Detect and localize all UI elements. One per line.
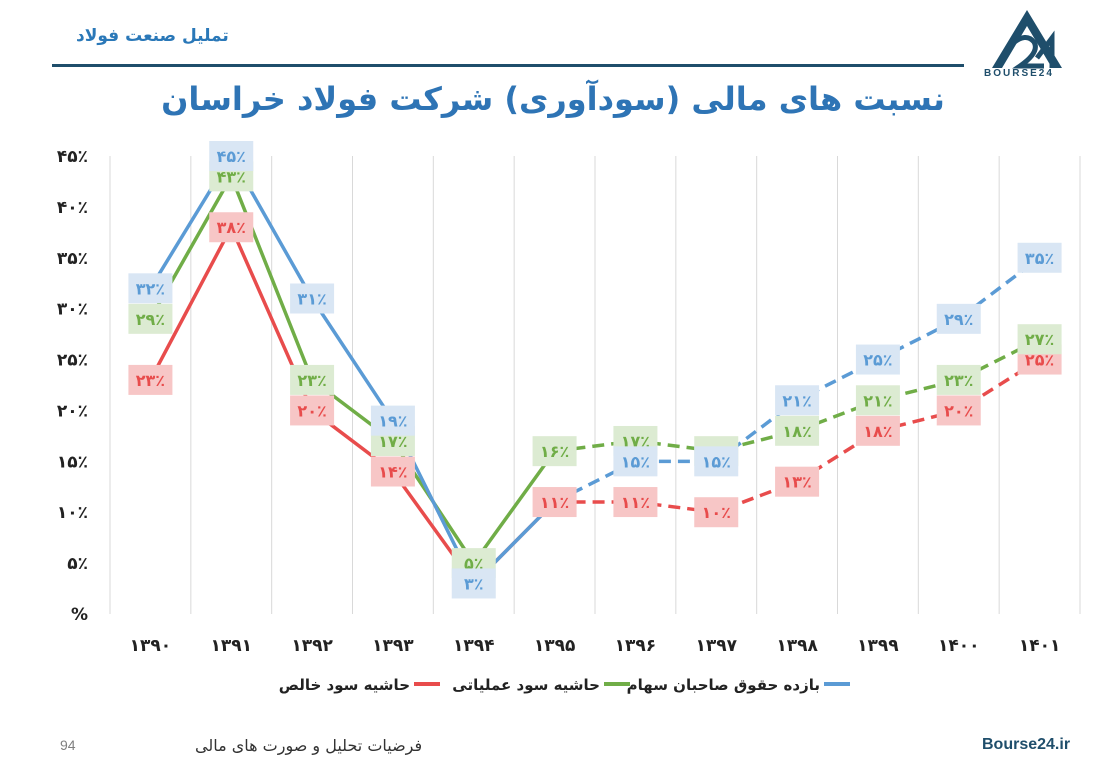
y-tick-label: ۴۰٪ xyxy=(57,198,88,218)
data-label: ۲۱٪ xyxy=(782,391,811,410)
x-tick-label: ۱۳۹۹ xyxy=(857,636,899,656)
data-label-bg xyxy=(128,364,173,395)
data-label: ۱۹٪ xyxy=(378,412,407,431)
legend-label: حاشیه سود عملیاتی xyxy=(452,676,600,694)
y-tick-label: ۱۵٪ xyxy=(57,452,88,472)
y-tick-label: ۲۵٪ xyxy=(57,351,88,371)
legend-label: بازده حقوق صاحبان سهام xyxy=(627,676,820,694)
x-tick-label: ۱۳۹۰ xyxy=(130,636,172,656)
data-label-bg xyxy=(532,436,577,467)
data-label: ۲۵٪ xyxy=(863,351,892,370)
x-tick-label: ۱۳۹۷ xyxy=(695,636,737,656)
data-label: ۱۰٪ xyxy=(702,503,731,522)
y-tick-label: ۵٪ xyxy=(67,554,88,574)
data-label-bg xyxy=(613,446,658,477)
data-label-bg xyxy=(451,568,496,599)
data-label-bg xyxy=(209,212,254,243)
data-label: ۲۳٪ xyxy=(136,371,165,390)
data-label: ۵٪ xyxy=(464,554,484,573)
data-label: ۲۳٪ xyxy=(297,371,326,390)
data-label: ۳۵٪ xyxy=(1025,249,1054,268)
data-label: ۴۵٪ xyxy=(217,147,246,166)
data-label: ۴۳٪ xyxy=(217,167,246,186)
data-label-bg xyxy=(1017,242,1062,273)
data-label: ۳٪ xyxy=(464,574,484,593)
data-label: ۱۸٪ xyxy=(863,422,892,441)
x-tick-label: ۱۳۹۶ xyxy=(615,636,657,656)
y-tick-label: ۳۰٪ xyxy=(57,300,88,320)
data-label-bg xyxy=(694,446,739,477)
footer-site: Bourse24.ir xyxy=(982,736,1071,753)
header-rule xyxy=(52,64,964,67)
data-label: ۲۹٪ xyxy=(136,310,165,329)
data-label: ۳۲٪ xyxy=(136,279,165,298)
x-tick-label: ۱۴۰۱ xyxy=(1019,636,1061,656)
data-label: ۱۳٪ xyxy=(782,473,811,492)
data-label: ۱۵٪ xyxy=(702,452,731,471)
data-label-bg xyxy=(290,395,335,426)
x-tick-label: ۱۳۹۴ xyxy=(453,636,495,656)
data-label-bg xyxy=(128,303,173,334)
data-label: ۱۷٪ xyxy=(378,432,407,451)
bourse24-logo-icon xyxy=(992,10,1062,69)
legend-label: حاشیه سود خالص xyxy=(279,676,410,694)
data-label: ۲۵٪ xyxy=(1025,351,1054,370)
data-label-bg xyxy=(936,303,981,334)
data-label-bg xyxy=(370,456,415,487)
data-label: ۱۱٪ xyxy=(540,493,569,512)
data-label: ۱۵٪ xyxy=(621,452,650,471)
logo-text: BOURSE24 xyxy=(984,68,1054,79)
data-label: ۱۱٪ xyxy=(621,493,650,512)
brand-text: تملیل صنعت فولاد xyxy=(76,26,229,46)
x-tick-label: ۱۴۰۰ xyxy=(938,636,980,656)
data-label-bg xyxy=(855,385,900,416)
data-label-bg xyxy=(290,364,335,395)
y-tick-label: % xyxy=(71,605,88,625)
x-tick-label: ۱۳۹۸ xyxy=(776,636,818,656)
page-number: 94 xyxy=(60,737,76,753)
data-label-bg xyxy=(936,395,981,426)
data-label: ۳۸٪ xyxy=(217,218,246,237)
x-tick-label: ۱۳۹۲ xyxy=(291,636,333,656)
data-label-bg xyxy=(370,405,415,436)
data-label-bg xyxy=(936,364,981,395)
data-label: ۱۴٪ xyxy=(378,463,407,482)
footer-text: فرضیات تحلیل و صورت های مالی xyxy=(195,736,423,755)
y-tick-label: ۴۵٪ xyxy=(57,147,88,167)
data-label: ۲۰٪ xyxy=(944,401,973,420)
data-label-bg xyxy=(290,283,335,314)
data-label: ۱۸٪ xyxy=(782,422,811,441)
data-label-bg xyxy=(775,466,820,497)
data-label-bg xyxy=(613,487,658,518)
data-label-bg xyxy=(209,141,254,171)
x-tick-label: ۱۳۹۳ xyxy=(372,636,414,656)
data-label-bg xyxy=(775,385,820,416)
y-tick-label: ۲۰٪ xyxy=(57,401,88,421)
data-label-bg xyxy=(694,497,739,528)
data-label-bg xyxy=(855,415,900,446)
data-label: ۲۰٪ xyxy=(297,401,326,420)
data-label-bg xyxy=(855,344,900,375)
data-label-bg xyxy=(128,273,173,304)
x-tick-label: ۱۳۹۵ xyxy=(534,636,576,656)
data-label-bg xyxy=(1017,324,1062,355)
x-tick-label: ۱۳۹۱ xyxy=(210,636,252,656)
data-label: ۲۳٪ xyxy=(944,371,973,390)
y-tick-label: ۳۵٪ xyxy=(57,249,88,269)
chart-title: نسبت های مالی (سودآوری) شرکت فولاد خراسا… xyxy=(161,80,945,118)
data-label: ۳۱٪ xyxy=(297,289,326,308)
y-tick-label: ۱۰٪ xyxy=(57,503,88,523)
data-label-bg xyxy=(532,487,577,518)
data-label: ۲۷٪ xyxy=(1025,330,1054,349)
data-label: ۱۶٪ xyxy=(540,442,569,461)
data-label: ۲۱٪ xyxy=(863,391,892,410)
data-label: ۲۹٪ xyxy=(944,310,973,329)
data-label-bg xyxy=(775,415,820,446)
data-label: ۱۷٪ xyxy=(621,432,650,451)
series-line-actual xyxy=(148,174,557,565)
